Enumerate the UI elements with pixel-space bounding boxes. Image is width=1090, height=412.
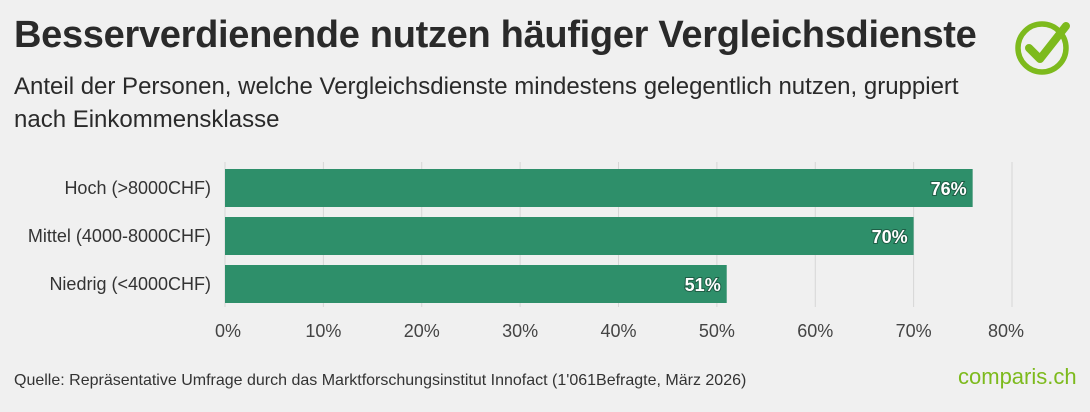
chart-subtitle: Anteil der Personen, welche Vergleichsdi…	[14, 73, 959, 133]
brand-suffix: mparis.ch	[981, 364, 1077, 389]
page-title: Besserverdienende nutzen häufiger Vergle…	[14, 14, 977, 56]
category-label: Mittel (4000-8000CHF)	[28, 226, 211, 246]
value-labels: 76% 70% 51%	[684, 178, 968, 296]
bar	[225, 265, 727, 303]
value-label: 51%	[685, 275, 721, 295]
value-label: 76%	[931, 179, 967, 199]
x-tick-label: 80%	[988, 321, 1024, 341]
x-tick-label: 20%	[404, 321, 440, 341]
category-label: Niedrig (<4000CHF)	[49, 274, 211, 294]
bar-chart: Hoch (>8000CHF) Mittel (4000-8000CHF) Nied…	[28, 162, 1024, 341]
category-label: Hoch (>8000CHF)	[64, 178, 211, 198]
x-tick-label: 0%	[215, 321, 241, 341]
checkmark-circle-icon	[1015, 21, 1070, 75]
x-tick-label: 70%	[896, 321, 932, 341]
brand-logo: comparis.ch	[958, 364, 1077, 390]
bar	[225, 217, 914, 255]
brand-prefix: c	[958, 364, 969, 389]
x-tick-label: 10%	[305, 321, 341, 341]
source-note: Quelle: Repräsentative Umfrage durch das…	[14, 372, 747, 389]
x-tick-label: 60%	[797, 321, 833, 341]
bar	[225, 169, 973, 207]
category-labels: Hoch (>8000CHF) Mittel (4000-8000CHF) Nied…	[28, 178, 211, 294]
x-tick-label: 40%	[600, 321, 636, 341]
tick-labels: 0% 10% 20% 30% 40% 50% 60% 70% 80%	[215, 321, 1024, 341]
value-label: 70%	[872, 227, 908, 247]
brand-o: o	[969, 364, 982, 389]
x-tick-label: 30%	[502, 321, 538, 341]
bars	[225, 169, 973, 303]
x-tick-label: 50%	[699, 321, 735, 341]
